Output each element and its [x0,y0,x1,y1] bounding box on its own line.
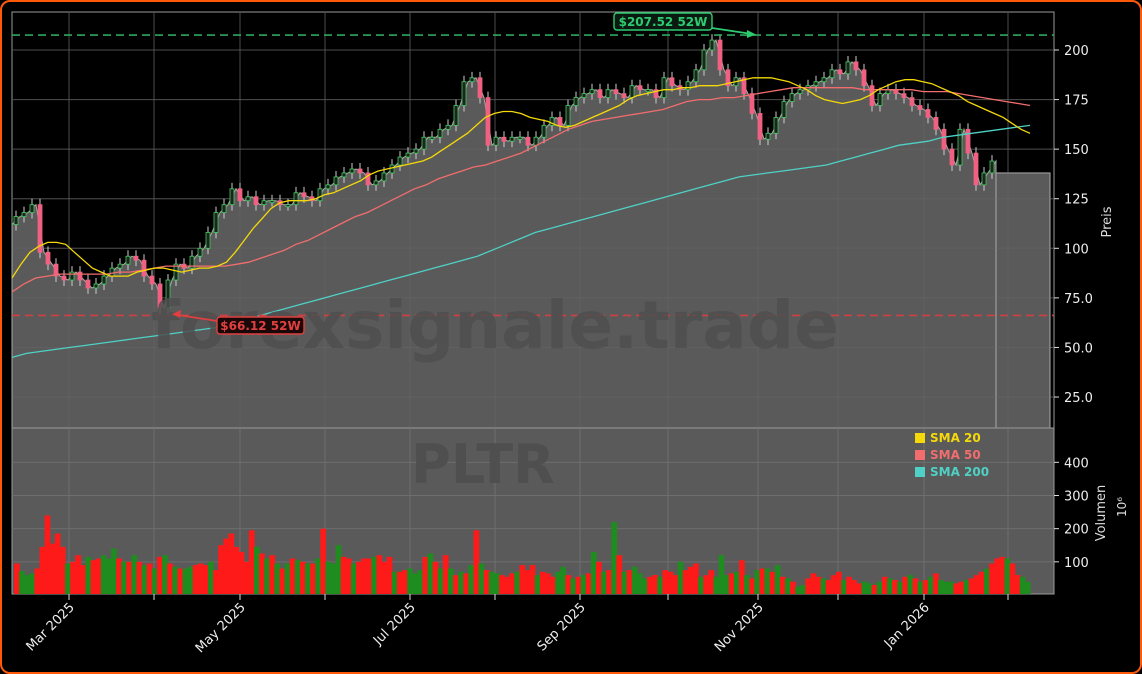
price-tick-label: 25.0 [1064,391,1093,406]
sma20-line [11,77,1031,279]
price-tick-label: 200 [1064,44,1089,59]
legend-label: SMA 200 [930,465,989,479]
x-tick-label: Mar 2025 [24,600,78,654]
volume-tick-label: 200 [1064,523,1089,538]
x-axis: Mar 2025 May 2025 Jul 2025 Sep 2025 Nov 2025… [24,594,1009,656]
x-tick-label: Nov 2025 [712,600,767,655]
sma200-line [11,124,1031,359]
x-tick-label: May 2025 [193,600,249,656]
ticker-watermark: PLTR [411,433,554,496]
52w-low-label: $66.12 52W [220,319,300,333]
x-tick-label: Jan 2026 [881,600,933,652]
volume-tick-label: 100 [1064,556,1089,571]
price-tick-label: 175 [1064,94,1089,109]
price-tick-label: 75.0 [1064,292,1093,307]
volume-unit-label: 10⁶ [1115,497,1129,517]
volume-tick-label: 400 [1064,456,1089,471]
52w-low-annotation: $66.12 52W [172,310,305,335]
price-tick-label: 150 [1064,143,1089,158]
legend-swatch [915,450,925,460]
x-tick-label: Jul 2025 [370,600,419,649]
52w-high-label: $207.52 52W [619,15,708,29]
price-tick-label: 50.0 [1064,341,1093,356]
sma50-line [11,87,1031,293]
legend-swatch [915,433,925,443]
52w-high-annotation: $207.52 52W [613,12,756,38]
price-tick-label: 100 [1064,242,1089,257]
legend: SMA 20 SMA 50 SMA 200 [915,431,989,479]
volume-y-axis: 100 200 300 400 [1054,456,1089,571]
volume-bars [14,515,1031,594]
legend-label: SMA 50 [930,448,981,462]
volume-axis-label: Volumen [1094,485,1109,542]
legend-label: SMA 20 [930,431,981,445]
last-close-fill [995,172,1051,429]
price-tick-label: 125 [1064,193,1089,208]
price-axis-label: Preis [1100,206,1115,237]
volume-tick-label: 300 [1064,489,1089,504]
legend-swatch [915,467,925,477]
price-y-axis: 25.0 50.0 75.0 100 125 150 175 200 [1054,44,1093,406]
x-tick-label: Sep 2025 [535,600,589,654]
